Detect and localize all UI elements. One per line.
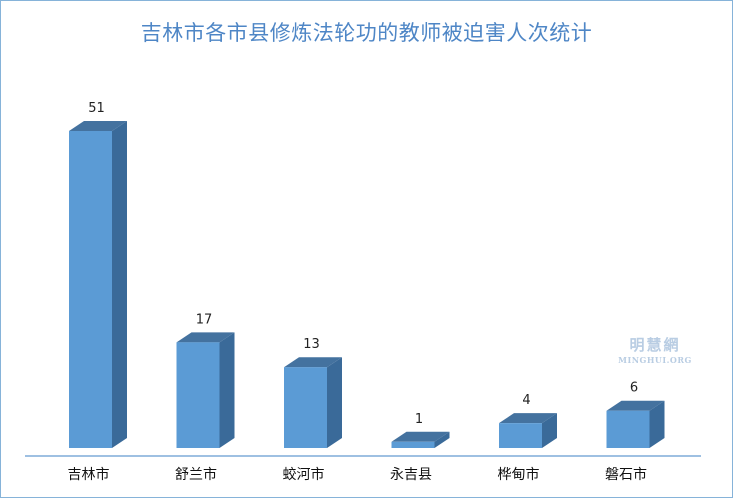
watermark-main: 明慧網 — [629, 336, 680, 354]
bar-6: 6 磐石市 — [605, 381, 665, 483]
data-label: 4 — [522, 393, 530, 408]
bar-2: 17 舒兰市 — [175, 312, 235, 483]
bar-side — [649, 400, 665, 448]
bar-top — [499, 413, 557, 424]
bar-front — [606, 410, 650, 448]
bar-top — [284, 357, 342, 368]
bar-front — [176, 342, 220, 448]
bar-top — [176, 332, 235, 343]
bar-front — [391, 441, 435, 448]
category-label: 磐石市 — [605, 466, 647, 483]
bar-5: 4 桦甸市 — [498, 393, 557, 483]
data-label: 6 — [630, 381, 638, 396]
bars-group: 51 吉林市 17 舒兰市 13 蛟河市 1 永吉县 4 桦甸市 6 磐石市 — [68, 101, 665, 483]
bar-side — [434, 431, 450, 448]
bar-side — [542, 413, 557, 448]
bar-4: 1 永吉县 — [390, 412, 450, 483]
bar-3: 13 蛟河市 — [283, 337, 342, 483]
category-label: 舒兰市 — [175, 466, 217, 483]
bar-top — [69, 121, 127, 131]
watermark: 明慧網 MINGHUI.ORG — [618, 336, 692, 365]
bar-side — [327, 357, 342, 448]
data-label: 1 — [415, 412, 423, 427]
bar-side — [112, 121, 127, 448]
bar-front — [284, 367, 327, 448]
watermark-sub: MINGHUI.ORG — [618, 355, 692, 365]
bar-top — [606, 400, 665, 411]
bar-side — [219, 332, 235, 448]
bar-front — [499, 423, 542, 448]
bar-1: 51 吉林市 — [68, 101, 127, 483]
data-label: 17 — [196, 312, 213, 327]
chart-title: 吉林市各市县修炼法轮功的教师被迫害人次统计 — [140, 21, 593, 45]
data-label: 51 — [88, 101, 105, 116]
category-label: 桦甸市 — [498, 466, 540, 483]
category-label: 永吉县 — [390, 467, 432, 483]
data-label: 13 — [303, 337, 320, 352]
category-label: 吉林市 — [68, 466, 110, 483]
bar-top — [391, 431, 450, 442]
bar-front — [69, 131, 112, 448]
category-label: 蛟河市 — [283, 466, 325, 483]
